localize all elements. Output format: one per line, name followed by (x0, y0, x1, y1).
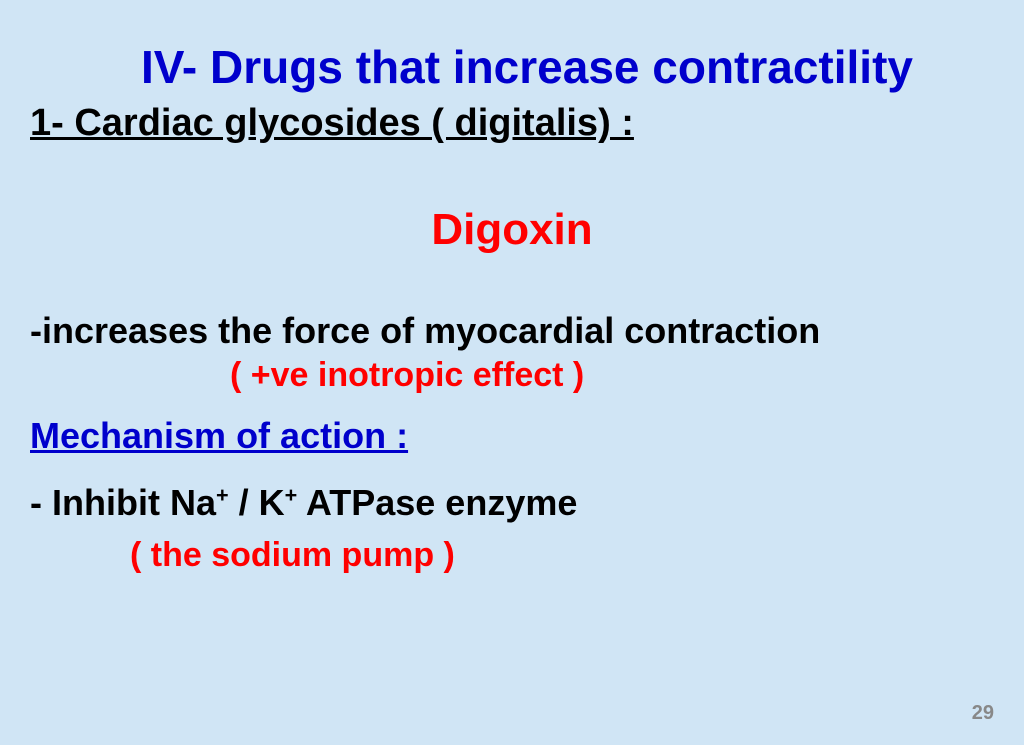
mechanism-note-sodium-pump: ( the sodium pump ) (30, 536, 994, 575)
k-superscript: + (285, 482, 298, 507)
effect-description: -increases the force of myocardial contr… (30, 310, 994, 352)
mechanism-text-prefix: - Inhibit Na (30, 482, 216, 523)
page-number-label: 29 (972, 702, 994, 725)
mechanism-text-mid: / K (229, 482, 285, 523)
mechanism-description: - Inhibit Na+ / K+ ATPase enzyme (30, 482, 994, 524)
effect-note-inotropic: ( +ve inotropic effect ) (30, 356, 994, 395)
mechanism-text-suffix: ATPase enzyme (297, 482, 577, 523)
mechanism-heading: Mechanism of action : (30, 415, 994, 457)
drug-name-digoxin: Digoxin (30, 205, 994, 255)
subheading-cardiac-glycosides: 1- Cardiac glycosides ( digitalis) : (30, 102, 994, 145)
slide-title: IV- Drugs that increase contractility (30, 40, 994, 94)
na-superscript: + (216, 482, 229, 507)
